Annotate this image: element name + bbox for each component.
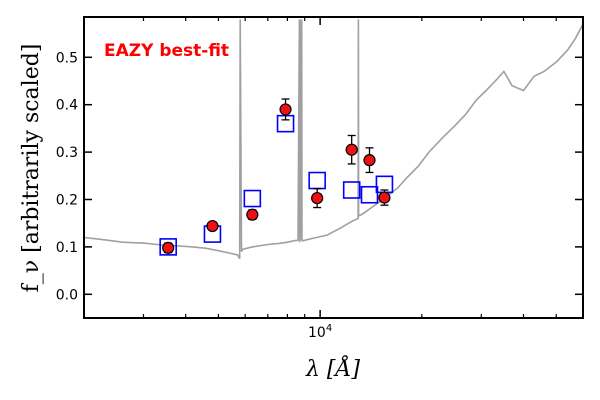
- observed-flux-point: [206, 219, 219, 233]
- model-photometry-square: [308, 171, 326, 190]
- y-tick-label: 0.1: [56, 240, 78, 256]
- plot-content: [84, 19, 583, 260]
- model-photometry-square: [342, 181, 361, 199]
- observed-flux-point: [311, 191, 324, 205]
- y-tick-label: 0.0: [56, 287, 78, 303]
- observed-flux-point: [162, 241, 175, 254]
- model-photometry-square: [360, 185, 379, 204]
- observed-flux-point: [363, 154, 376, 167]
- y-tick-label: 0.2: [56, 192, 78, 208]
- model-photometry-square: [243, 189, 262, 208]
- axis-ticks: 0.0 0.1 0.2 0.3 0.4 0.5 104: [56, 17, 584, 341]
- observed-flux-point: [345, 143, 358, 156]
- plot-frame: [83, 16, 584, 319]
- y-tick-label: 0.4: [56, 98, 78, 114]
- y-tick-label: 0.3: [56, 145, 78, 161]
- observed-flux-point: [378, 191, 391, 204]
- x-tick-label: 104: [308, 323, 332, 341]
- observed-flux-point: [246, 208, 259, 221]
- model-photometry-square: [159, 238, 177, 256]
- plot-area: [84, 19, 583, 260]
- model-spectrum-line: [84, 19, 583, 260]
- y-axis-label: f_ν [arbitrarily scaled]: [19, 44, 44, 293]
- observed-flux-point: [279, 103, 292, 116]
- chart-annotation: EAZY best-fit: [104, 41, 229, 61]
- y-tick-label: 0.5: [56, 50, 78, 66]
- x-axis-label: λ [Å]: [305, 354, 360, 382]
